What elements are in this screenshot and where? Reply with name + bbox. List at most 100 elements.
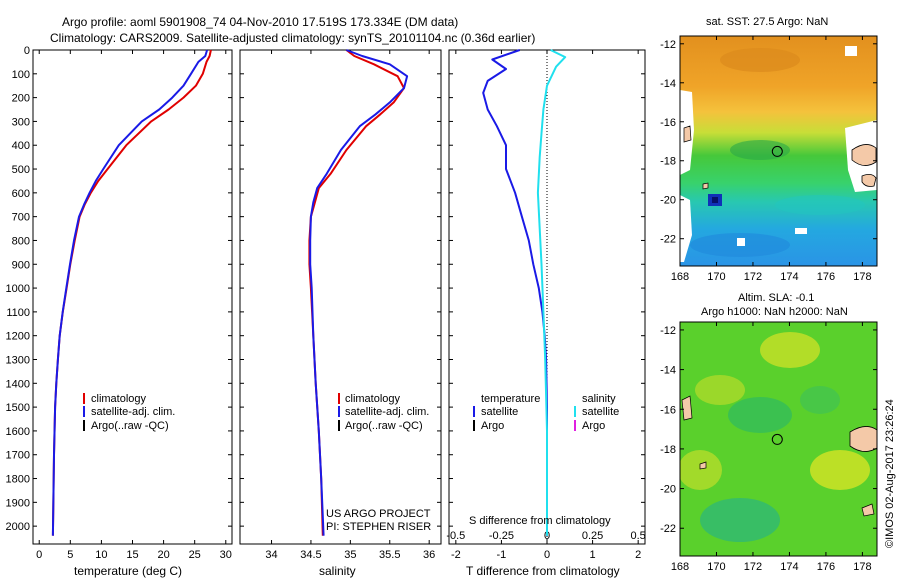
depth-tick-label: 1500 [6,402,30,414]
depth-tick-label: 300 [12,116,30,128]
sst-cold-anomaly-core [712,197,718,203]
legend-label-sal-argo: Argo [582,420,605,432]
island-outline [861,174,877,187]
satellite-temperature-line [51,49,209,536]
salinity-tick-label: 34 [265,549,277,561]
sla-map-axes: 168 170 172 174 176 178 -12 -14 -16 -18 -20 -22 [660,322,877,573]
salinity-tick-label: 36 [423,549,435,561]
depth-tick-label: 600 [12,188,30,200]
sst-mask-patch [737,238,745,246]
temperature-diff-tick-label: 1 [590,549,596,561]
salinity-diff-tick-label: 0.25 [582,530,603,542]
depth-tick-label: 200 [12,93,30,105]
latitude-tick-label: -22 [660,234,676,246]
temperature-tick-label: 30 [220,549,232,561]
depth-tick-label: 1000 [6,283,30,295]
temperature-tick-label: 25 [189,549,201,561]
salinity-diff-tick-label: -0.5 [446,530,465,542]
sla-low-patch [728,397,792,433]
longitude-tick-label: 178 [853,271,871,283]
depth-tick-label: 500 [12,164,30,176]
salinity-axes-frame [239,49,442,545]
depth-tick-label: 800 [12,235,30,247]
difference-series [482,49,567,536]
latitude-tick-label: -18 [660,156,676,168]
legend-label-sal-satellite: satellite [582,406,619,418]
difference-panel: -2 -1 0 1 2 -0.5 -0.25 0 0.25 0.5 S difference fr… [446,49,646,578]
temperature-tick-label: 20 [157,549,169,561]
depth-axis: 0 100 200 300 400 500 600 700 800 900 1000 1100 1200… [6,45,232,533]
legend-label-climatology: climatology [91,393,147,405]
climatology-temperature-line [51,49,212,536]
difference-axis-ticks: -2 -1 0 1 2 -0.5 -0.25 0 0.25 0.5 [446,49,646,561]
legend-label-satellite: satellite-adj. clim. [345,406,429,418]
longitude-tick-label: 176 [817,271,835,283]
sst-cyan-patch [775,195,865,215]
title-line-2: Climatology: CARS2009. Satellite-adjuste… [50,31,535,45]
longitude-tick-label: 178 [853,561,871,573]
sla-high-patch [695,375,745,405]
island-outline [849,426,877,452]
s-difference-xlabel: S difference from climatology [469,515,611,527]
island-outline [861,503,875,517]
temperature-diff-tick-label: -2 [451,549,461,561]
sla-high-patch [760,332,820,368]
latitude-tick-label: -12 [660,325,676,337]
island-outline [702,182,709,190]
longitude-tick-label: 172 [744,271,762,283]
title-line-1: Argo profile: aoml 5901908_74 04-Nov-201… [62,15,458,29]
salinity-diff-tick-label: -0.25 [489,530,514,542]
temperature-tick-label: 10 [95,549,107,561]
temperature-xlabel: temperature (deg C) [74,564,182,578]
depth-tick-label: 1400 [6,378,30,390]
depth-tick-label: 1300 [6,354,30,366]
legend-label-satellite: satellite-adj. clim. [91,406,175,418]
salinity-diff-tick-label: 0.5 [631,530,646,542]
latitude-tick-label: -14 [660,365,676,377]
depth-tick-label: 1200 [6,331,30,343]
sla-map-panel: Altim. SLA: -0.1 Argo h1000: NaN h2000: … [660,292,878,573]
latitude-tick-label: -20 [660,484,676,496]
t-difference-xlabel: T difference from climatology [466,564,620,578]
salinity-series [308,49,409,536]
depth-tick-label: 100 [12,69,30,81]
temperature-difference-line [482,49,548,536]
sst-cool-patch [730,140,790,160]
temperature-diff-tick-label: -1 [497,549,507,561]
sst-map-frame [679,35,878,267]
sla-map-frame [679,321,878,557]
sst-mask-patch [795,228,807,234]
latitude-tick-label: -12 [660,39,676,51]
latitude-tick-label: -16 [660,404,676,416]
legend-title-salinity: salinity [582,393,616,405]
depth-tick-label: 1800 [6,474,30,486]
longitude-tick-label: 170 [707,271,725,283]
sst-warm-patch [720,48,800,72]
project-annotation: US ARGO PROJECT [326,508,431,520]
depth-tick-label: 1700 [6,450,30,462]
float-position-marker [771,433,783,445]
salinity-panel: 34 34.5 35 35.5 36 salinity climatology sate… [239,49,442,578]
sst-map-title: sat. SST: 27.5 Argo: NaN [706,16,828,28]
depth-tick-label: 900 [12,259,30,271]
latitude-tick-label: -18 [660,444,676,456]
difference-legend: temperature salinity satellite Argo sate… [473,393,619,432]
sla-map-title-2: Argo h1000: NaN h2000: NaN [701,306,848,318]
sla-high-patch [810,450,870,490]
legend-label-temp-argo: Argo [481,420,504,432]
temperature-panel: 0100200300400500600700800900100011001200… [6,45,233,578]
climatology-salinity-line [308,49,405,536]
salinity-diff-tick-label: 0 [544,530,550,542]
latitude-tick-label: -14 [660,78,676,90]
legend-label-argo: Argo(..raw -QC) [345,420,423,432]
pi-annotation: PI: STEPHEN RISER [326,521,431,533]
float-position-marker [771,145,783,157]
island-outline [683,125,692,143]
longitude-tick-label: 174 [780,561,798,573]
longitude-tick-label: 172 [744,561,762,573]
salinity-legend: climatology satellite-adj. clim. Argo(..… [338,393,429,432]
longitude-tick-label: 168 [671,271,689,283]
temperature-axes-frame [32,49,233,545]
latitude-tick-label: -20 [660,195,676,207]
